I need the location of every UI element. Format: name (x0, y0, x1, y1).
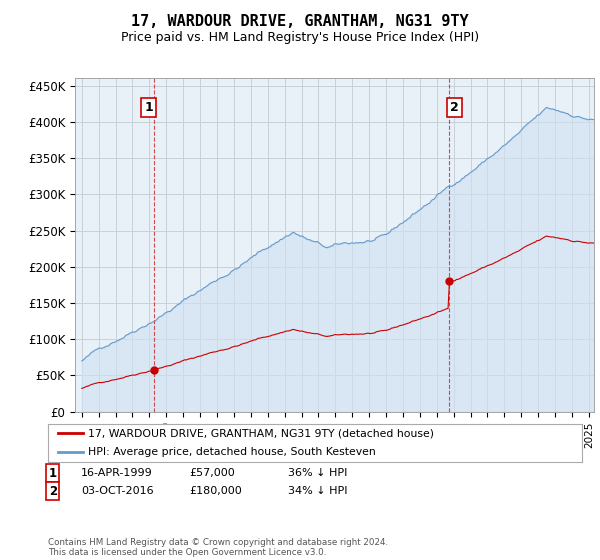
Text: Contains HM Land Registry data © Crown copyright and database right 2024.
This d: Contains HM Land Registry data © Crown c… (48, 538, 388, 557)
Text: 2: 2 (450, 101, 459, 114)
Text: 2: 2 (49, 484, 57, 498)
Text: 34% ↓ HPI: 34% ↓ HPI (288, 486, 347, 496)
Text: HPI: Average price, detached house, South Kesteven: HPI: Average price, detached house, Sout… (88, 447, 376, 458)
Text: 03-OCT-2016: 03-OCT-2016 (81, 486, 154, 496)
Text: 36% ↓ HPI: 36% ↓ HPI (288, 468, 347, 478)
Text: 16-APR-1999: 16-APR-1999 (81, 468, 153, 478)
Text: 17, WARDOUR DRIVE, GRANTHAM, NG31 9TY (detached house): 17, WARDOUR DRIVE, GRANTHAM, NG31 9TY (d… (88, 428, 434, 438)
Text: £180,000: £180,000 (189, 486, 242, 496)
Text: £57,000: £57,000 (189, 468, 235, 478)
Text: 1: 1 (144, 101, 153, 114)
Text: Price paid vs. HM Land Registry's House Price Index (HPI): Price paid vs. HM Land Registry's House … (121, 31, 479, 44)
Text: 1: 1 (49, 466, 57, 480)
Text: 17, WARDOUR DRIVE, GRANTHAM, NG31 9TY: 17, WARDOUR DRIVE, GRANTHAM, NG31 9TY (131, 14, 469, 29)
